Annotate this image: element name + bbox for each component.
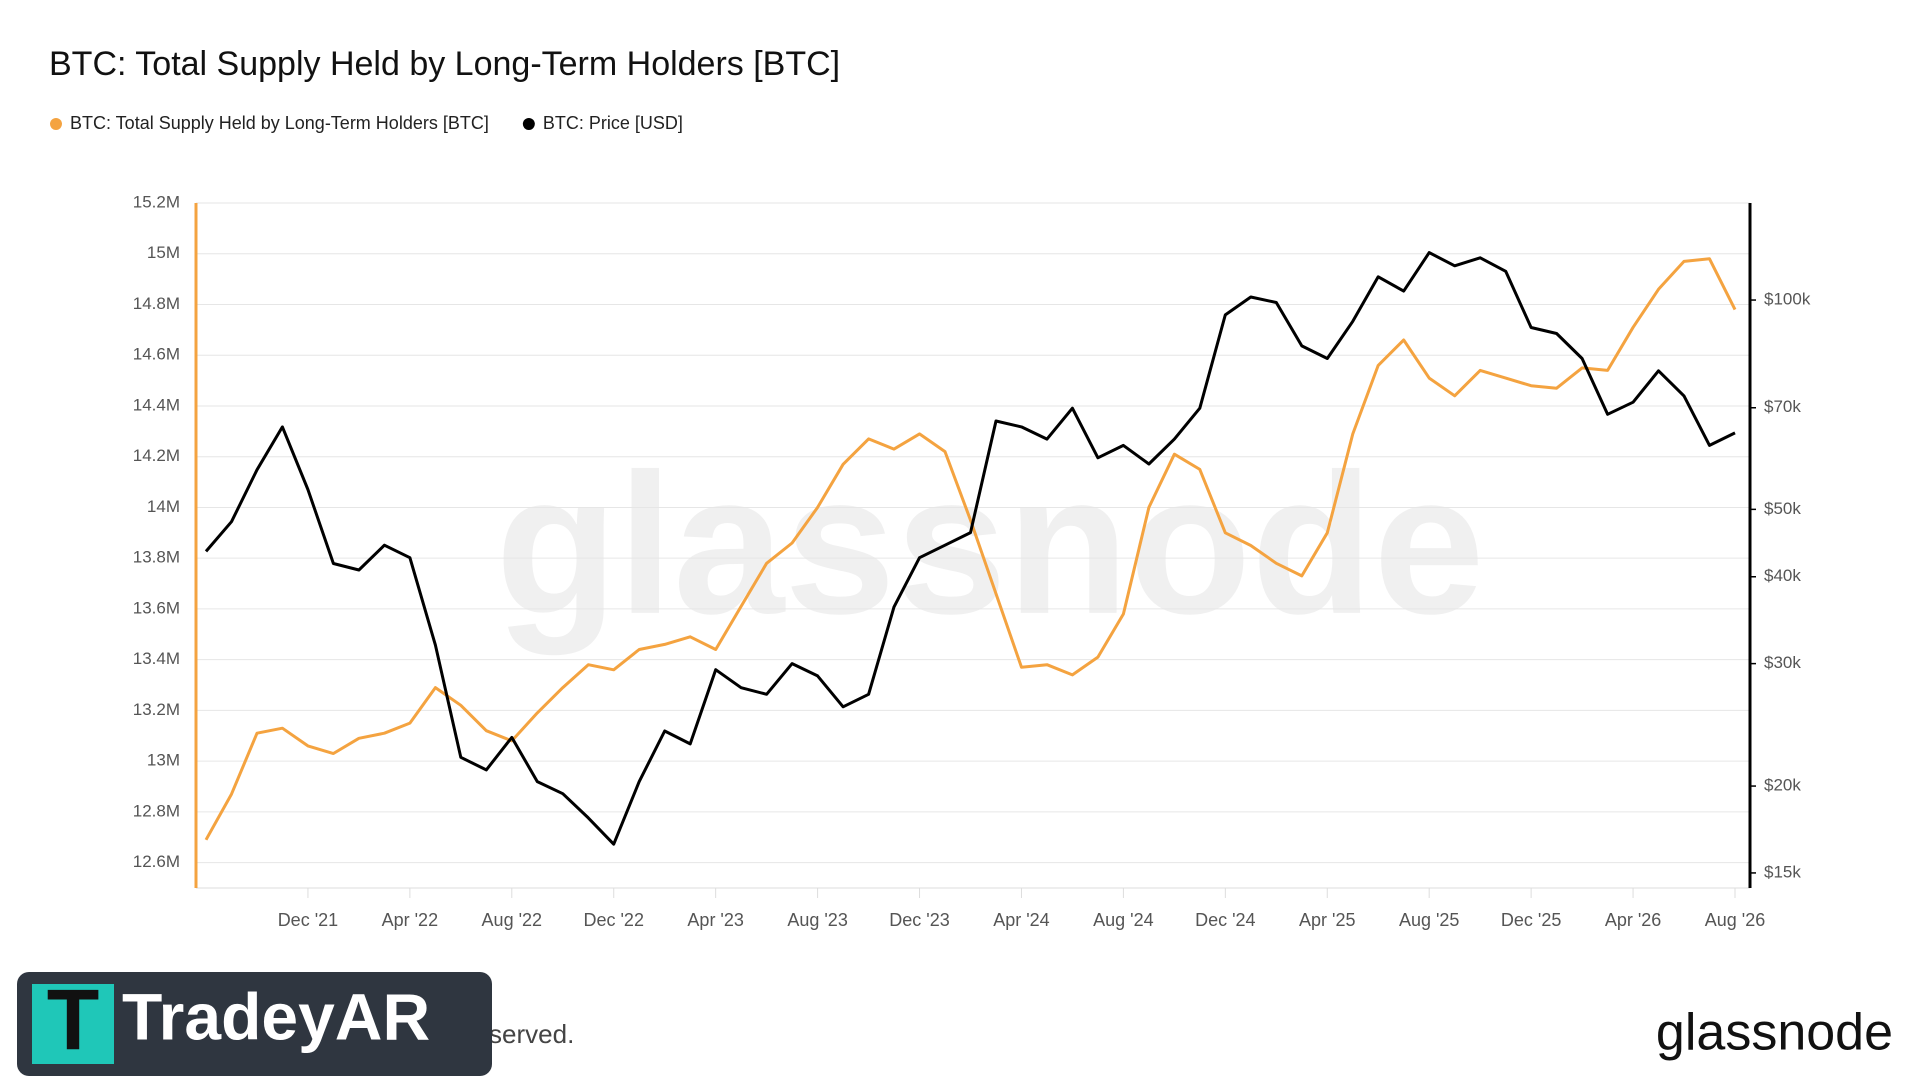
- badge-background: [17, 972, 492, 1076]
- x-tick-label: Aug '25: [1399, 910, 1460, 930]
- legend-marker: [522, 118, 535, 130]
- x-tick-label: Apr '25: [1299, 910, 1355, 930]
- y-tick-label: 12.8M: [133, 801, 180, 820]
- y-tick-label: 14.8M: [133, 294, 180, 313]
- y2-tick-label: $70k: [1764, 397, 1801, 416]
- x-tick-label: Dec '21: [278, 910, 338, 930]
- badge: T TradeyAR: [17, 972, 492, 1076]
- y2-tick-label: $40k: [1764, 566, 1801, 585]
- plot-area: 12.6M 12.8M 13M 13.2M 13.4M 13.6M 13.8M 14M 14.2…: [133, 192, 1811, 929]
- legend-label: BTC: Total Supply Held by Long-Term Hold…: [70, 113, 489, 133]
- y-tick-label: 13.8M: [133, 548, 180, 567]
- x-tick-label: Dec '23: [889, 910, 949, 930]
- x-tick-label: Aug '24: [1093, 910, 1154, 930]
- y-tick-label: 13M: [147, 751, 180, 770]
- series-line: [204, 257, 1737, 841]
- x-tick-label: Dec '25: [1501, 910, 1561, 930]
- watermark: glassnode: [495, 433, 1484, 656]
- y-tick-label: 14.6M: [133, 345, 180, 364]
- legend-marker: [50, 118, 62, 130]
- x-tick-label: Aug '22: [482, 910, 543, 930]
- x-tick-label: Apr '26: [1605, 910, 1661, 930]
- y-tick-label: 14M: [147, 497, 180, 516]
- x-tick-label: Aug '26: [1705, 910, 1766, 930]
- y-tick-label: 14.2M: [133, 446, 180, 465]
- x-tick-label: Apr '23: [687, 910, 743, 930]
- y2-tick-label: $30k: [1764, 653, 1801, 672]
- y2-tick-label: $15k: [1764, 862, 1801, 881]
- footer-logo: glassnode: [1656, 1004, 1893, 1062]
- x-tick-label: Dec '22: [583, 910, 643, 930]
- y-tick-label: 15.2M: [133, 192, 180, 211]
- series-line: [204, 251, 1736, 846]
- y-tick-label: 13.6M: [133, 598, 180, 617]
- y-tick-label: 15M: [147, 243, 180, 262]
- badge-icon-box: [32, 984, 114, 1064]
- badge-icon: T: [47, 973, 100, 1069]
- y-tick-label: 13.4M: [133, 649, 180, 668]
- y-tick-label: 12.6M: [133, 852, 180, 871]
- x-tick-label: Aug '23: [787, 910, 848, 930]
- x-tick-label: Apr '24: [993, 910, 1049, 930]
- chart-title: BTC: Total Supply Held by Long-Term Hold…: [49, 45, 840, 83]
- y2-tick-label: $100k: [1764, 290, 1811, 309]
- x-tick-label: Dec '24: [1195, 910, 1255, 930]
- y-tick-label: 14.4M: [133, 395, 180, 414]
- y-tick-label: 13.2M: [133, 700, 180, 719]
- legend: BTC: Total Supply Held by Long-Term Hold…: [50, 113, 683, 133]
- y2-tick-label: $20k: [1764, 776, 1801, 795]
- x-tick-label: Apr '22: [382, 910, 438, 930]
- y2-tick-label: $50k: [1764, 499, 1801, 518]
- badge-text: TradeyAR: [122, 979, 430, 1053]
- legend-label: BTC: Price [USD]: [543, 113, 683, 133]
